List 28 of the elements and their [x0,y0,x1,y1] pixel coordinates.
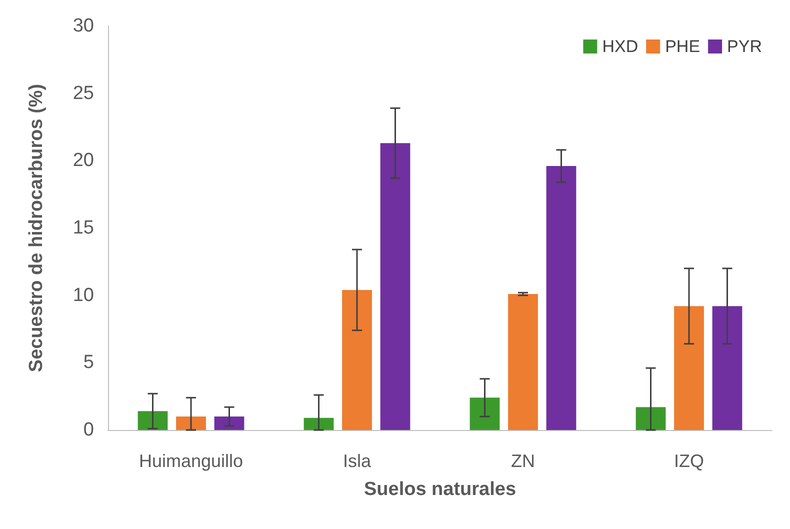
legend-label: HXD [602,37,638,56]
y-tick-label: 10 [72,284,94,306]
y-tick-label: 20 [72,150,94,172]
legend-label: PYR [727,37,762,56]
bar [508,294,538,430]
bar [470,398,500,430]
x-tick-label: Huimanguillo [138,451,244,471]
y-tick-label: 0 [83,420,94,440]
x-tick-label: Isla [342,451,372,471]
x-tick-label: IZQ [674,451,704,471]
bar [342,290,372,430]
legend-label: PHE [665,37,700,56]
bar [674,306,704,430]
x-axis-title: Suelos naturales [364,479,516,500]
bar [304,418,334,430]
y-axis-title: Secuestro de hidrocarburos (%) [26,84,47,372]
x-tick-label: ZN [511,451,535,471]
y-tick-label: 25 [72,82,94,104]
bar [380,143,410,430]
y-tick-label: 5 [83,352,94,374]
bar [176,416,206,430]
bar [214,416,244,430]
bar [636,407,666,430]
y-tick-label: 15 [72,218,94,238]
bar [712,306,742,430]
y-tick-label: 30 [72,16,94,36]
bar [138,411,168,430]
bar [546,166,576,430]
